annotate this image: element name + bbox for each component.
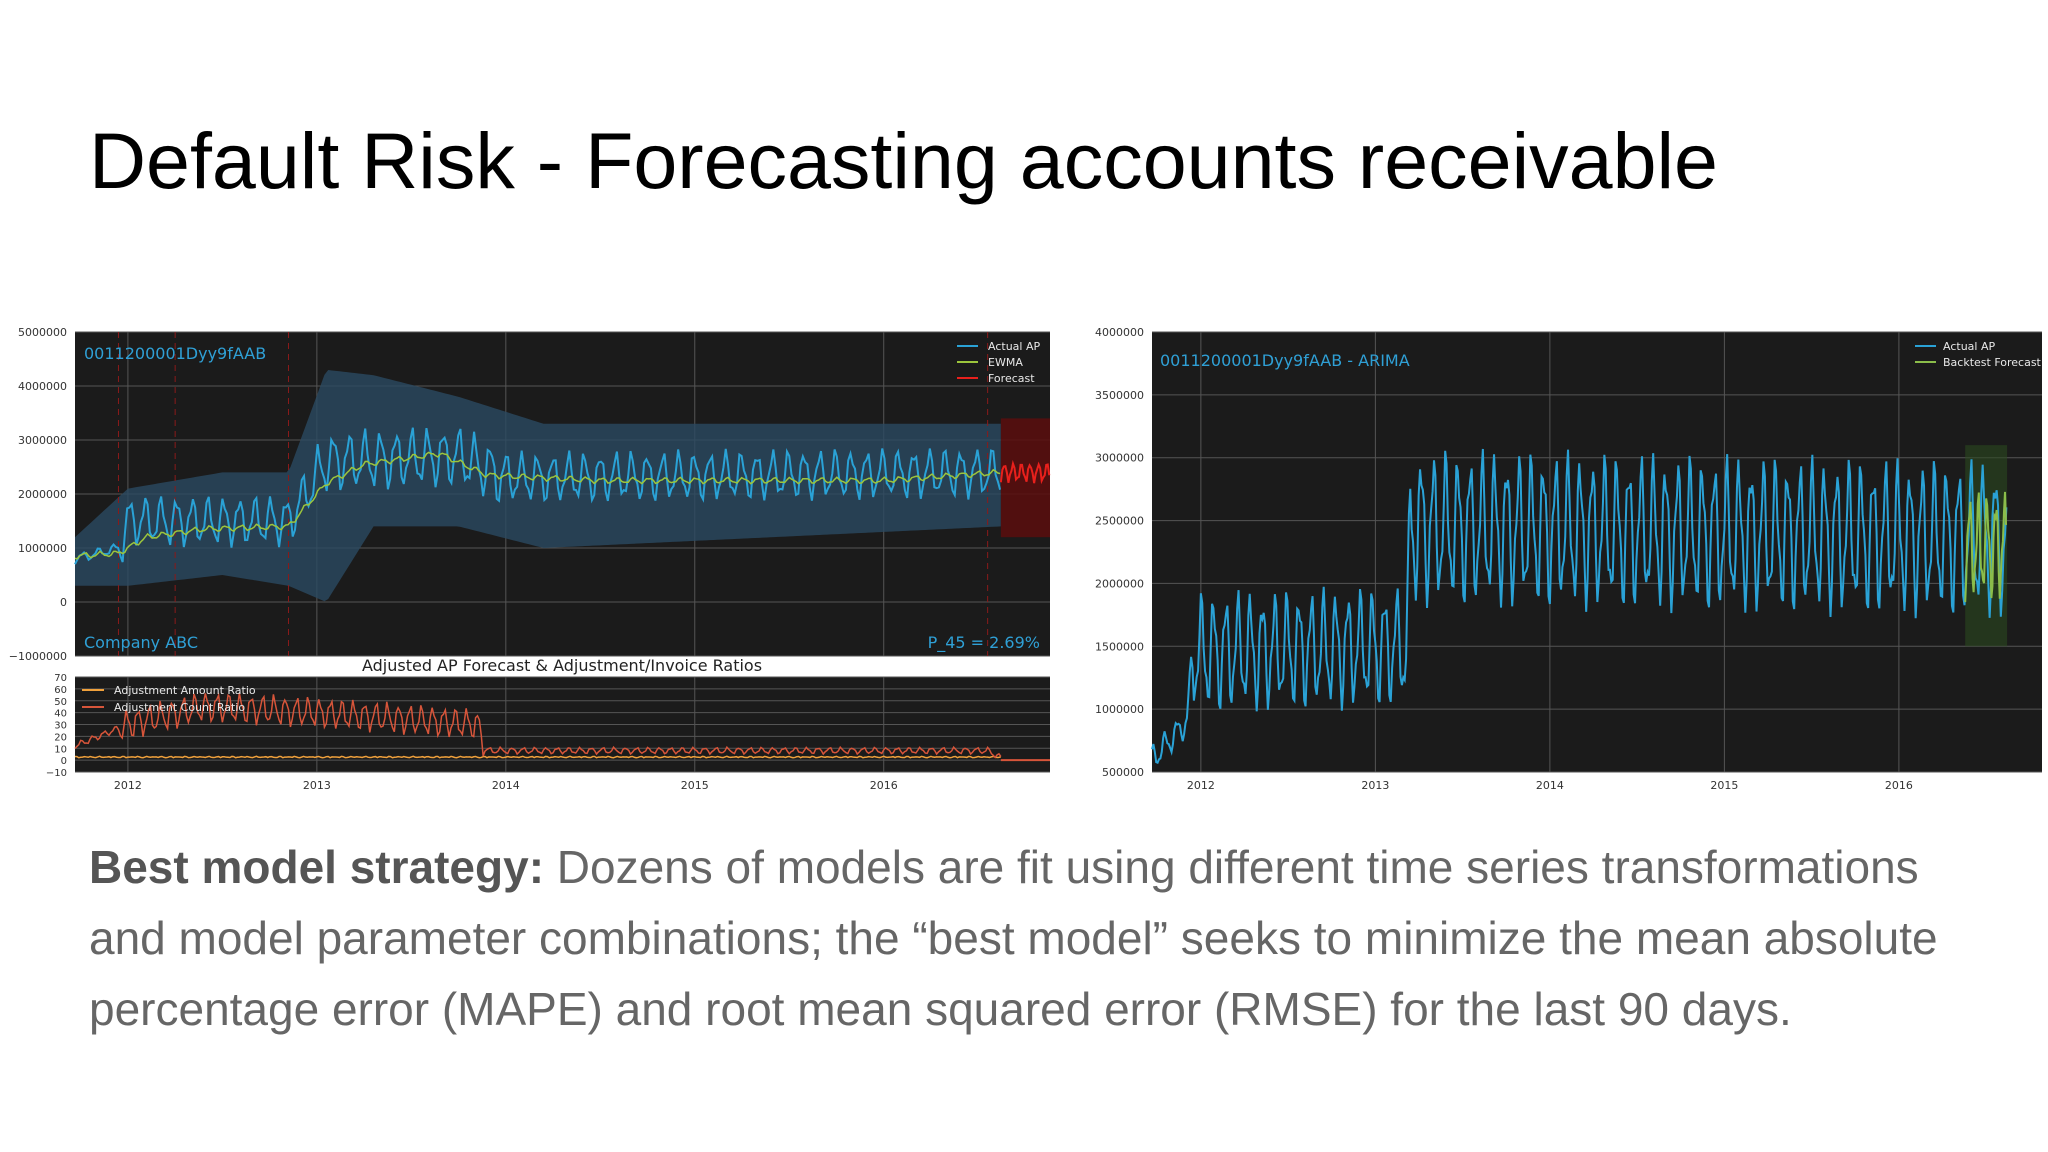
y-tick-label: −10 (46, 768, 67, 779)
y-tick-label: 3000000 (1095, 452, 1144, 465)
y-tick-label: 4000000 (1095, 326, 1144, 339)
forecast-chart: 5000000 4000000 3000000 2000000 1000000 0 −100… (9, 326, 1051, 663)
ewma-line (74, 451, 1001, 560)
ratio-legend: Adjustment Amount Ratio Adjustment Count… (82, 684, 256, 714)
y-tick-label: 5000000 (18, 326, 67, 339)
legend-adjustment-count: Adjustment Count Ratio (114, 701, 245, 714)
forecast-y-axis: 5000000 4000000 3000000 2000000 1000000 0 −100… (9, 326, 67, 663)
y-tick-label: −1000000 (9, 650, 67, 663)
adjustment-amount-line (74, 755, 1002, 759)
arima-legend: Actual AP Backtest Forecast (1915, 340, 2042, 369)
y-tick-label: 60 (54, 685, 67, 696)
y-tick-label: 500000 (1102, 766, 1144, 779)
arima-account-id: 0011200001Dyy9fAAB - ARIMA (1160, 351, 1410, 370)
x-tick-label: 2012 (114, 779, 142, 792)
arima-chart: 4000000 3500000 3000000 2500000 2000000 15000… (1095, 326, 2042, 792)
y-tick-label: 2000000 (18, 488, 67, 501)
y-tick-label: 0 (60, 596, 67, 609)
forecast-marks (74, 332, 1051, 656)
x-tick-label: 2016 (870, 779, 898, 792)
ratio-chart: Adjusted AP Forecast & Adjustment/Invoic… (46, 656, 1050, 792)
legend-arima-actual-ap: Actual AP (1943, 340, 1995, 353)
y-tick-label: 30 (54, 721, 67, 732)
x-tick-label: 2013 (303, 779, 331, 792)
ratio-marks (74, 692, 1050, 762)
ratio-x-axis: 2012 2013 2014 2015 2016 (114, 779, 898, 792)
x-tick-label: 2014 (492, 779, 520, 792)
y-tick-label: 1000000 (18, 542, 67, 555)
y-tick-label: 1000000 (1095, 703, 1144, 716)
body-description: Dozens of models are fit using different… (89, 841, 1938, 1035)
forecast-legend: Actual AP EWMA Forecast (957, 340, 1040, 385)
y-tick-label: 3000000 (18, 434, 67, 447)
x-tick-label: 2016 (1885, 779, 1913, 792)
legend-ewma: EWMA (988, 356, 1023, 369)
arima-x-axis: 2012 2013 2014 2015 2016 (1187, 779, 1913, 792)
backtest-forecast-line (1964, 491, 2008, 603)
legend-backtest-forecast: Backtest Forecast (1943, 356, 2042, 369)
ratio-chart-title: Adjusted AP Forecast & Adjustment/Invoic… (362, 656, 762, 675)
body-text: Best model strategy: Dozens of models ar… (89, 832, 1989, 1045)
y-tick-label: 40 (54, 709, 67, 720)
x-tick-label: 2014 (1536, 779, 1564, 792)
arima-plot-area (1152, 332, 2042, 772)
y-tick-label: 0 (61, 756, 67, 767)
y-tick-label: 3500000 (1095, 389, 1144, 402)
forecast-line (999, 459, 1051, 485)
x-tick-label: 2015 (1710, 779, 1738, 792)
y-tick-label: 2500000 (1095, 515, 1144, 528)
y-tick-label: 20 (54, 732, 67, 743)
arima-gridlines (1152, 331, 2042, 773)
legend-adjustment-amount: Adjustment Amount Ratio (114, 684, 256, 697)
arima-marks (1151, 445, 2008, 764)
arima-actual-ap-line (1151, 448, 2008, 764)
x-tick-label: 2012 (1187, 779, 1215, 792)
legend-actual-ap: Actual AP (988, 340, 1040, 353)
y-tick-label: 70 (54, 673, 67, 684)
body-label: Best model strategy: (89, 841, 545, 893)
forecast-company-label: Company ABC (84, 633, 198, 652)
confidence-band (75, 370, 1001, 602)
x-tick-label: 2015 (681, 779, 709, 792)
legend-forecast: Forecast (988, 372, 1035, 385)
adjustment-count-line (74, 692, 1002, 759)
arima-y-axis: 4000000 3500000 3000000 2500000 2000000 15000… (1095, 326, 1144, 779)
x-tick-label: 2013 (1361, 779, 1389, 792)
y-tick-label: 1500000 (1095, 640, 1144, 653)
y-tick-label: 50 (54, 697, 67, 708)
y-tick-label: 10 (54, 744, 67, 755)
forecast-p45-label: P_45 = 2.69% (928, 633, 1040, 653)
y-tick-label: 4000000 (18, 380, 67, 393)
slide-title: Default Risk - Forecasting accounts rece… (89, 116, 1718, 205)
forecast-account-id: 0011200001Dyy9fAAB (84, 344, 266, 363)
ratio-gridlines (75, 676, 1050, 773)
y-tick-label: 2000000 (1095, 577, 1144, 590)
